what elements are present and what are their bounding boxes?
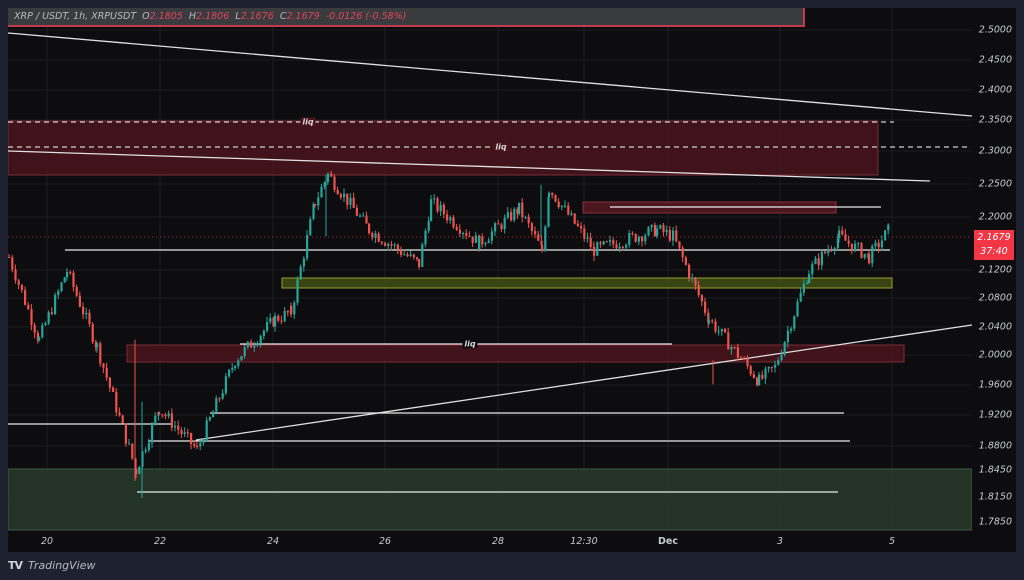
price-tick: 2.3500: [978, 114, 1012, 126]
time-tick: 20: [40, 536, 54, 547]
last-price-badge: 2.1679 37:40: [974, 230, 1014, 260]
levels: [8, 206, 890, 493]
tradingview-brand: TradingView: [28, 558, 96, 572]
trendline-rising: [195, 324, 972, 441]
price-tick: 2.2500: [978, 178, 1012, 190]
change-value: -0.0126 (-0.58%): [325, 11, 407, 22]
time-tick: 26: [378, 536, 392, 547]
grid: [8, 8, 972, 530]
time-tick: 28: [491, 536, 505, 547]
bar-countdown: 37:40: [980, 246, 1008, 257]
price-tick: 2.1200: [978, 264, 1012, 276]
low-label: L: [235, 11, 241, 22]
time-tick: 12:30: [570, 536, 598, 547]
supply-zone-upper: [8, 120, 879, 176]
liq-label-mid: liq: [493, 142, 509, 152]
symbol-legend[interactable]: XRP / USDT, 1h, XRPUSDT O 2.1805 H 2.1806 …: [8, 8, 805, 27]
price-tick: 2.0800: [978, 292, 1012, 304]
liq-label-upper: liq: [300, 117, 316, 127]
tradingview-logo-icon: TV: [8, 558, 23, 572]
time-tick: 3: [776, 536, 784, 547]
demand-zone: [8, 468, 972, 530]
supply-zone-lower: [126, 344, 905, 363]
price-tick: 2.5000: [978, 24, 1012, 36]
price-tick: 2.4000: [978, 84, 1012, 96]
chart-canvas[interactable]: [8, 8, 972, 530]
candlestick-series: [8, 170, 890, 498]
price-tick: 1.7850: [978, 516, 1012, 528]
price-tick: 1.8150: [978, 491, 1012, 503]
time-tick: 24: [266, 536, 280, 547]
open-value: 2.1805: [149, 11, 183, 22]
tradingview-branding[interactable]: TV TradingView: [8, 556, 96, 574]
price-tick: 2.3000: [978, 145, 1012, 157]
high-value: 2.1806: [196, 11, 230, 22]
trendline-upper: [8, 32, 972, 117]
price-tick: 2.2000: [978, 211, 1012, 223]
price-tick: 1.9600: [978, 379, 1012, 391]
liq-label-lower: liq: [462, 339, 478, 349]
fvg-zone: [281, 277, 893, 289]
chart-frame: liq liq liq XRP / USDT, 1h, XRPUSDT O 2.1…: [8, 8, 1016, 552]
high-label: H: [188, 11, 197, 22]
symbol-name: XRP / USDT, 1h, XRPUSDT: [14, 11, 137, 22]
open-label: O: [142, 11, 150, 22]
price-tick: 1.8450: [978, 464, 1012, 476]
price-tick: 2.0000: [978, 349, 1012, 361]
price-tick: 1.9200: [978, 409, 1012, 421]
last-price-value: 2.1679: [977, 232, 1011, 243]
time-tick-month: Dec: [658, 536, 678, 547]
close-label: C: [279, 11, 287, 22]
price-tick: 2.0400: [978, 321, 1012, 333]
low-value: 2.1676: [240, 11, 274, 22]
time-tick: 5: [888, 536, 896, 547]
price-tick: 2.4500: [978, 54, 1012, 66]
price-axis[interactable]: 2.5000 2.4500 2.4000 2.3500 2.3000 2.250…: [972, 8, 1016, 530]
trendline-mid: [8, 150, 931, 182]
time-axis[interactable]: 20 22 24 26 28 12:30 Dec 3 5: [8, 530, 972, 553]
time-tick: 22: [153, 536, 167, 547]
close-value: 2.1679: [286, 11, 320, 22]
price-tick: 1.8800: [978, 440, 1012, 452]
